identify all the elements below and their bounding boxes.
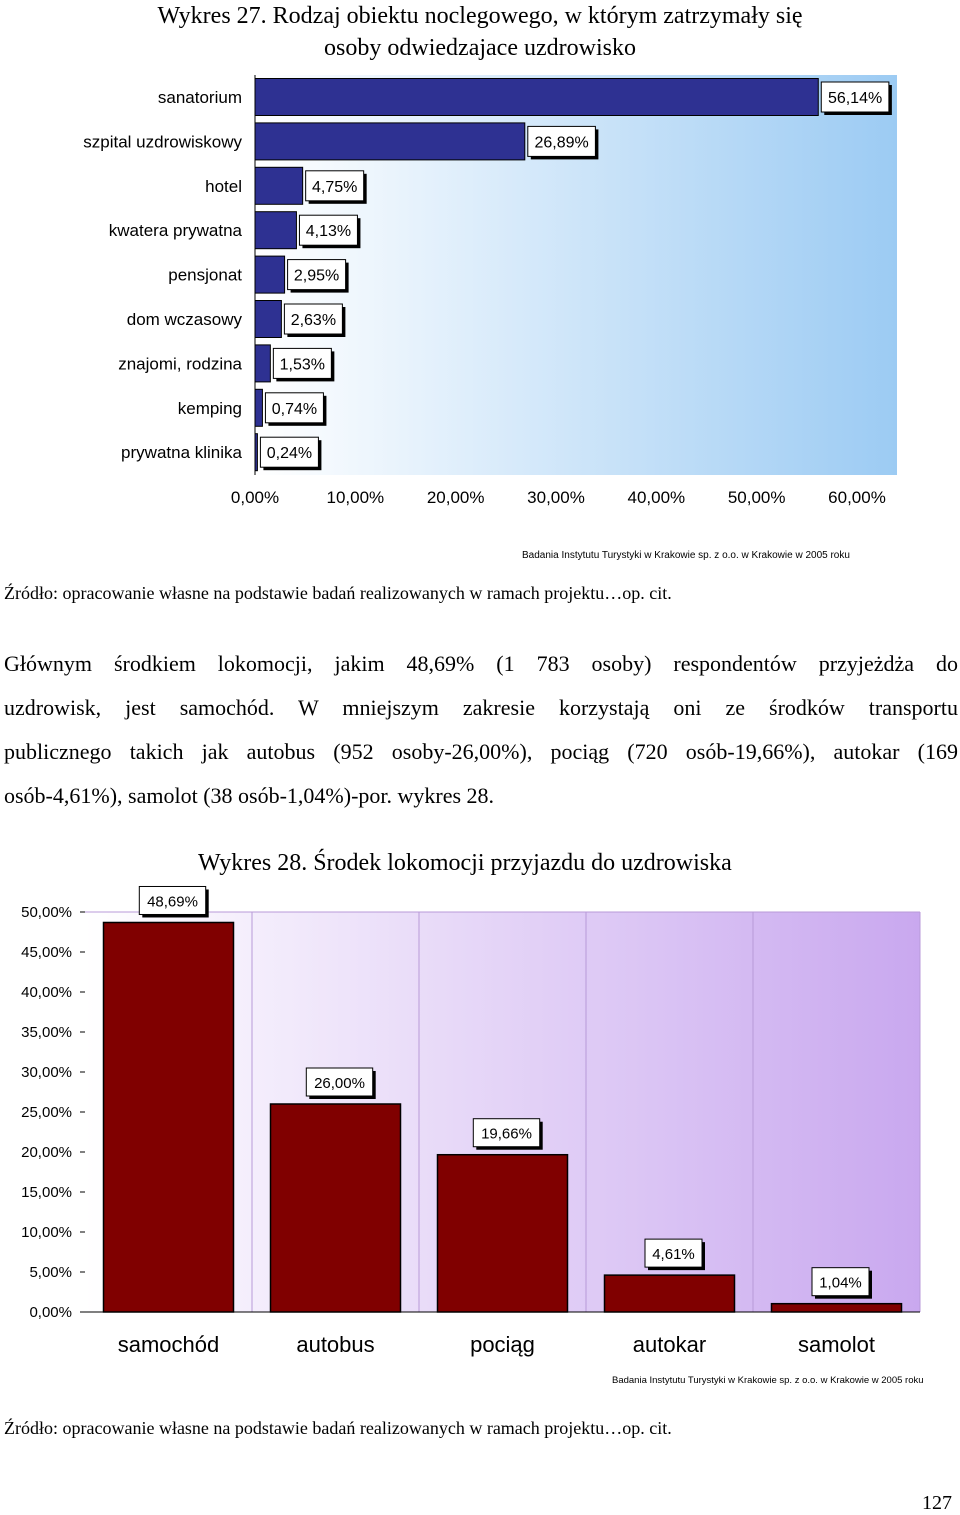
chart1-category-label: pensjonat: [168, 266, 242, 285]
chart2-title: Wykres 28. Środek lokomocji przyjazdu do…: [198, 850, 732, 876]
chart1-data-label: 56,14%: [820, 81, 892, 115]
chart1-svg: sanatorium szpital uzdrowiskowy hotel kwate…: [83, 75, 897, 507]
svg-text:0,24%: 0,24%: [267, 445, 312, 462]
chart1-x-tick-label: 0,00%: [231, 488, 279, 507]
chart1-x-tick-label: 30,00%: [527, 488, 585, 507]
chart2-y-tick-label: 0,00%: [29, 1304, 72, 1321]
chart1-data-label: 2,63%: [283, 303, 346, 337]
chart1-data-label: 0,24%: [259, 436, 322, 471]
chart1-data-label: 2,95%: [287, 259, 349, 293]
svg-text:0,74%: 0,74%: [272, 401, 317, 418]
chart1-bar-pensjonat: [254, 255, 286, 294]
chart1-x-tick-label: 60,00%: [828, 488, 886, 507]
chart1-x-tick-label: 10,00%: [326, 488, 384, 507]
svg-text:1,53%: 1,53%: [280, 356, 325, 373]
chart1-bar-hotel: [254, 166, 304, 205]
chart2-bar-pociąg: [436, 1153, 569, 1313]
chart1-category-label: kwatera prywatna: [109, 221, 243, 240]
chart2-credit: Badania Instytutu Turystyki w Krakowie s…: [612, 1375, 924, 1386]
chart2-data-label: 19,66%: [472, 1118, 543, 1150]
paragraph-line-4: osób-4,61%), samolot (38 osób-1,04%)-por…: [4, 783, 495, 808]
chart2-bar-autobus: [269, 1103, 402, 1313]
svg-text:4,75%: 4,75%: [312, 179, 357, 196]
chart1-category-label: prywatna klinika: [121, 443, 242, 462]
chart1-bar-szpital-uzdrowiskowy: [254, 122, 526, 161]
chart2-data-label: 1,04%: [811, 1267, 872, 1299]
chart2-y-tick-label: 40,00%: [21, 984, 72, 1001]
chart2-y-tick-label: 15,00%: [21, 1184, 72, 1201]
svg-text:1,04%: 1,04%: [819, 1275, 862, 1292]
chart1-data-label: 1,53%: [272, 347, 335, 382]
chart1-x-tick-label: 20,00%: [427, 488, 485, 507]
chart1-bar-znajomi-rodzina: [254, 344, 271, 383]
chart2-category-label: autokar: [633, 1332, 706, 1357]
chart2-category-label: pociąg: [470, 1332, 535, 1357]
chart1-title-line2: osoby odwiedzajace uzdrowisko: [324, 35, 636, 61]
chart1-category-label: sanatorium: [158, 88, 242, 107]
svg-text:26,89%: 26,89%: [534, 134, 588, 151]
chart1-data-label: 4,75%: [305, 170, 367, 204]
chart2-y-tick-label: 50,00%: [21, 904, 72, 921]
chart1-title-line1: Wykres 27. Rodzaj obiektu noclegowego, w…: [157, 3, 803, 29]
chart2-data-label: 48,69%: [138, 885, 209, 918]
chart1-title: Wykres 27. Rodzaj obiektu noclegowego, w…: [60, 0, 900, 64]
chart2-y-tick-label: 10,00%: [21, 1224, 72, 1241]
chart1-x-tick-label: 40,00%: [627, 488, 685, 507]
source-note-1: Źródło: opracowanie własne na podstawie …: [4, 583, 672, 603]
chart2-data-label: 26,00%: [305, 1067, 376, 1099]
chart1-data-label: 0,74%: [264, 392, 327, 426]
chart1-category-label: kemping: [178, 399, 242, 418]
chart1-x-tick-label: 50,00%: [728, 488, 786, 507]
source-note-2: Źródło: opracowanie własne na podstawie …: [4, 1418, 672, 1438]
chart1-category-label: hotel: [205, 177, 242, 196]
chart1-bar-kwatera-prywatna: [254, 211, 297, 250]
chart1-category-label: znajomi, rodzina: [118, 354, 242, 373]
chart1-bar-sanatorium: [254, 78, 819, 116]
svg-text:4,13%: 4,13%: [306, 223, 351, 240]
chart2-svg: 0,00% 5,00% 10,00% 15,00% 20,00% 25,00% 30,00%…: [21, 885, 921, 1357]
chart1-bar-dom-wczasowy: [254, 300, 282, 338]
paragraph-line-2: uzdrowisk, jest samochód. W mniejszym za…: [4, 695, 958, 720]
chart1-category-label: dom wczasowy: [127, 310, 243, 329]
chart2-bar-samochód: [102, 921, 235, 1313]
chart2-category-label: autobus: [296, 1332, 374, 1357]
chart2-bar-samolot: [770, 1302, 903, 1313]
chart1-category-label: szpital uzdrowiskowy: [83, 132, 242, 151]
svg-text:56,14%: 56,14%: [828, 90, 882, 107]
chart1-credit: Badania Instytutu Turystyki w Krakowie s…: [522, 550, 850, 561]
svg-text:4,61%: 4,61%: [652, 1246, 695, 1263]
chart2-y-tick-label: 20,00%: [21, 1144, 72, 1161]
page-number: 127: [922, 1492, 952, 1514]
chart1-data-label: 26,89%: [527, 125, 599, 160]
svg-text:2,95%: 2,95%: [294, 268, 339, 285]
chart1-bar-kemping: [254, 388, 263, 427]
svg-text:19,66%: 19,66%: [481, 1126, 532, 1143]
svg-text:2,63%: 2,63%: [291, 312, 336, 329]
chart2-y-tick-label: 35,00%: [21, 1024, 72, 1041]
chart1-bar-prywatna-klinika: [254, 433, 258, 472]
chart2-data-label: 4,61%: [644, 1238, 705, 1271]
chart2-y-tick-label: 25,00%: [21, 1104, 72, 1121]
paragraph-line-3: publicznego takich jak autobus (952 osob…: [4, 739, 958, 764]
chart2-y-tick-label: 5,00%: [29, 1264, 72, 1281]
chart2-category-label: samochód: [118, 1332, 220, 1357]
chart2-category-label: samolot: [798, 1332, 875, 1357]
chart2-bar-autokar: [603, 1274, 736, 1313]
svg-text:48,69%: 48,69%: [147, 893, 198, 910]
chart1-data-label: 4,13%: [298, 214, 361, 249]
chart2-y-tick-label: 45,00%: [21, 944, 72, 961]
svg-text:26,00%: 26,00%: [314, 1075, 365, 1092]
paragraph-line-1: Głównym środkiem lokomocji, jakim 48,69%…: [4, 651, 958, 676]
chart2-y-tick-label: 30,00%: [21, 1064, 72, 1081]
body-paragraph: Głównym środkiem lokomocji, jakim 48,69%…: [4, 642, 958, 818]
